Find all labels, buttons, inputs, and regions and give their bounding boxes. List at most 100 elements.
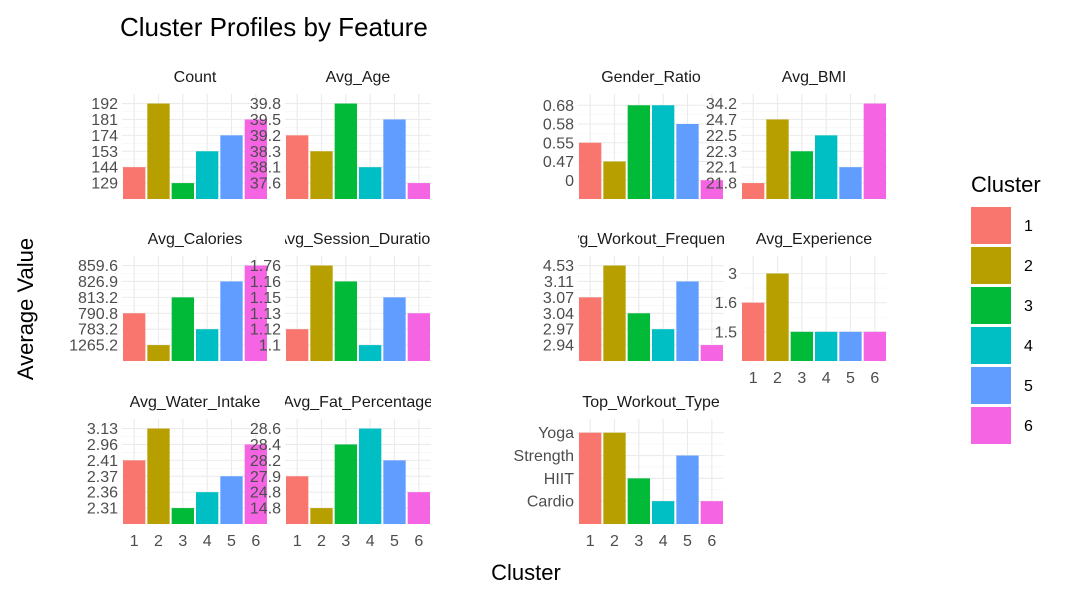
facet-panels: Count129144153174181192Avg_Age37.638.138…: [69, 69, 887, 550]
bar-cluster-5: [383, 297, 406, 361]
facet-strip-label: Top_Workout_Type: [582, 394, 720, 411]
bar-cluster-3: [790, 331, 813, 361]
y-tick-label: 1.13: [250, 306, 281, 323]
legend-key-6: [971, 407, 1011, 444]
bar-cluster-3: [171, 508, 194, 524]
y-tick-label: 24.7: [706, 112, 737, 129]
x-tick-label: 6: [414, 533, 423, 550]
y-tick-label: 3.07: [543, 290, 574, 307]
facet-strip-label: Avg_BMI: [782, 69, 847, 86]
bar-cluster-1: [579, 297, 602, 361]
y-tick-label: 1.1: [259, 338, 281, 355]
legend-label: 5: [1024, 378, 1033, 395]
y-tick-label: 859.6: [78, 258, 118, 275]
y-tick-label: 0.58: [543, 117, 574, 134]
y-tick-label: 0: [565, 173, 574, 190]
bar-cluster-6: [407, 492, 430, 524]
facet-strip-label: Avg_Age: [326, 69, 391, 86]
y-tick-label: 21.8: [706, 176, 737, 193]
x-tick-label: 3: [178, 533, 187, 550]
y-tick-label: 813.2: [78, 290, 118, 307]
bar-cluster-2: [310, 508, 333, 524]
y-tick-label: 0.47: [543, 154, 574, 171]
bar-cluster-1: [286, 329, 309, 361]
y-tick-label: 1.16: [250, 274, 281, 291]
y-tick-label: 2.97: [543, 322, 574, 339]
x-tick-label: 1: [293, 533, 302, 550]
bar-cluster-3: [171, 297, 194, 361]
y-tick-label: 0.68: [543, 98, 574, 115]
facet-panel: Avg_Calories 1265.2783.2790.8813.2826.985…: [69, 231, 268, 361]
y-tick-label: 39.8: [250, 96, 281, 113]
y-tick-label: Strength: [514, 448, 574, 465]
y-tick-label: 28.4: [250, 437, 281, 454]
y-tick-label: 826.9: [78, 274, 118, 291]
legend-key-1: [971, 207, 1011, 244]
bar-cluster-1: [123, 167, 146, 199]
bar-cluster-2: [603, 265, 626, 361]
bar-cluster-1: [123, 460, 146, 524]
bar-cluster-3: [334, 444, 357, 524]
bar-cluster-4: [652, 105, 675, 199]
x-tick-label: 5: [227, 533, 236, 550]
bar-cluster-6: [244, 265, 267, 361]
y-tick-label: 38.1: [250, 160, 281, 177]
legend-key-5: [971, 367, 1011, 404]
y-tick-label: HIIT: [544, 471, 574, 488]
y-tick-label: 790.8: [78, 306, 118, 323]
bar-cluster-5: [839, 331, 862, 361]
facet-strip-label: Avg_Fat_Percentage: [283, 394, 433, 411]
y-tick-label: 2.31: [87, 501, 118, 518]
x-tick-label: 3: [797, 370, 806, 387]
x-tick-label: 1: [749, 370, 758, 387]
bar-cluster-6: [700, 501, 723, 524]
bar-cluster-3: [627, 478, 650, 524]
x-tick-label: 6: [251, 533, 260, 550]
y-tick-label: 0.55: [543, 135, 574, 152]
bar-cluster-4: [815, 331, 838, 361]
legend-label: 1: [1024, 218, 1033, 235]
x-tick-label: 4: [822, 370, 831, 387]
bar-cluster-6: [244, 119, 267, 199]
bar-cluster-4: [359, 167, 382, 199]
facet-panel: Gender_Ratio 0 0.47 0.550.58 0.68: [543, 69, 724, 199]
y-tick-label: 181: [91, 112, 118, 129]
legend-key-3: [971, 287, 1011, 324]
y-tick-label: 783.2: [78, 322, 118, 339]
y-tick-label: 2.36: [87, 485, 118, 502]
bar-cluster-3: [334, 281, 357, 361]
facet-strip-label: Gender_Ratio: [601, 69, 701, 86]
bar-cluster-1: [123, 313, 146, 361]
y-tick-label: 34.2: [706, 96, 737, 113]
bar-cluster-2: [310, 265, 333, 361]
bar-cluster-6: [407, 183, 430, 199]
y-tick-label: 2.96: [87, 437, 118, 454]
bar-cluster-5: [676, 281, 699, 361]
bar-cluster-6: [700, 180, 723, 199]
legend-key-4: [971, 327, 1011, 364]
y-tick-label: 153: [91, 144, 118, 161]
y-tick-label: 28.6: [250, 421, 281, 438]
facet-panel: Top_Workout_Type Cardio HIIT Strength Yoga 1 2…: [514, 394, 724, 550]
x-tick-label: 2: [610, 533, 619, 550]
bar-cluster-1: [286, 476, 309, 524]
legend-title: Cluster: [971, 172, 1041, 197]
x-tick-label: 1: [130, 533, 139, 550]
chart-title: Cluster Profiles by Feature: [120, 12, 428, 42]
bar-cluster-5: [676, 455, 699, 524]
y-tick-label: 14.8: [250, 501, 281, 518]
x-tick-label: 4: [659, 533, 668, 550]
y-tick-label: 2.94: [543, 338, 574, 355]
bar-cluster-2: [766, 119, 789, 199]
y-tick-label: Cardio: [527, 494, 574, 511]
bar-cluster-2: [766, 273, 789, 361]
bar-cluster-5: [383, 460, 406, 524]
facet-strip-label: Avg_Experience: [756, 231, 872, 248]
x-axis-title: Cluster: [491, 560, 561, 585]
y-tick-label: 39.2: [250, 128, 281, 145]
bar-cluster-6: [863, 331, 886, 361]
bar-cluster-2: [603, 161, 626, 199]
y-tick-label: 22.3: [706, 144, 737, 161]
bar-cluster-5: [220, 281, 243, 361]
